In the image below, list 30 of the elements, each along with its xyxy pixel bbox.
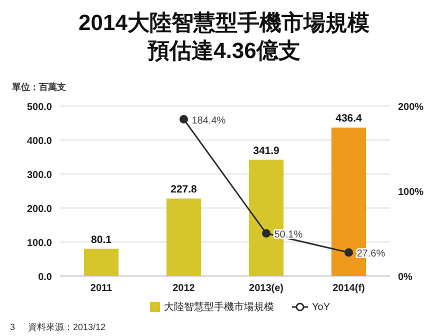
bar	[84, 248, 119, 276]
x-tick-label: 2011	[90, 283, 113, 294]
bar	[166, 198, 202, 276]
y2-tick-label: 200%	[398, 102, 424, 113]
text: 3	[10, 322, 16, 332]
y-tick-label: 500.0	[26, 102, 52, 113]
point	[262, 229, 270, 238]
y-tick-label: 100.0	[26, 238, 52, 249]
legend-label: YoY	[312, 302, 330, 313]
y-tick-label: 200.0	[26, 204, 52, 215]
x-tick-label: 2012	[172, 283, 196, 294]
y-tick-label: 0.0	[38, 272, 52, 283]
point	[180, 115, 188, 124]
x-tick-label: 2014(f)	[332, 283, 365, 294]
y-axis-title: 單位：百萬支	[11, 82, 66, 92]
data-label: 227.8	[170, 184, 198, 196]
chart-subtitle: 預估達4.36億支	[146, 38, 300, 63]
data-label: 80.1	[91, 234, 112, 246]
data-label: 184.4%	[192, 115, 226, 126]
chart-title: 2014大陸智慧型手機市場規模	[78, 10, 370, 35]
y-tick-label: 300.0	[26, 170, 52, 181]
y-tick-label: 400.0	[26, 136, 52, 147]
data-label: 436.4	[336, 112, 362, 125]
y2-tick-label: 0%	[398, 272, 413, 283]
legend-label: 大陸智慧型手機市場規模	[164, 301, 274, 313]
source-note: 資料來源：2013/12	[28, 322, 106, 332]
y2-tick-label: 100%	[398, 187, 424, 198]
x-tick-label: 2013(e)	[249, 283, 284, 294]
point	[344, 248, 353, 257]
data-label: 341.9	[253, 144, 280, 157]
